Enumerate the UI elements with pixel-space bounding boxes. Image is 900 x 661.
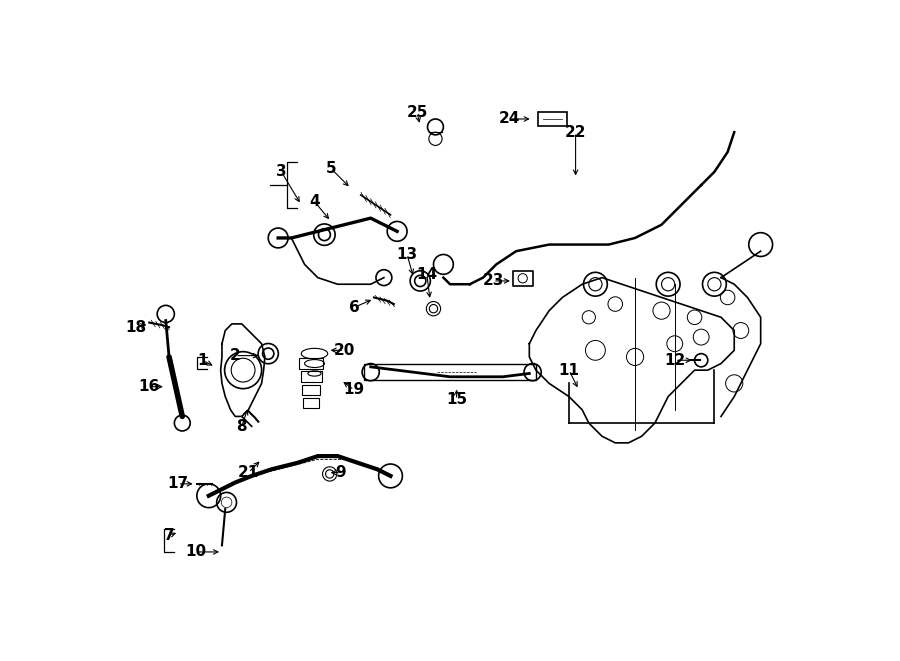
Text: 12: 12 <box>664 353 686 368</box>
Bar <box>513 271 533 286</box>
Text: 11: 11 <box>559 363 580 377</box>
Text: 9: 9 <box>336 465 346 480</box>
Text: 2: 2 <box>230 348 240 363</box>
Text: 6: 6 <box>349 300 359 315</box>
Text: 16: 16 <box>139 379 160 394</box>
Text: 1: 1 <box>197 353 207 368</box>
Bar <box>301 371 322 382</box>
Text: 10: 10 <box>185 545 206 559</box>
Text: 20: 20 <box>334 343 355 358</box>
Bar <box>364 364 536 380</box>
Text: 24: 24 <box>499 112 520 126</box>
Text: 4: 4 <box>310 194 320 209</box>
Text: 15: 15 <box>446 393 467 407</box>
Text: 25: 25 <box>406 105 428 120</box>
Text: 8: 8 <box>237 419 248 434</box>
Text: 22: 22 <box>565 125 586 139</box>
Circle shape <box>221 497 232 508</box>
Text: 13: 13 <box>397 247 418 262</box>
Text: 21: 21 <box>238 465 259 480</box>
Bar <box>302 385 320 395</box>
Text: 5: 5 <box>326 161 337 176</box>
Text: 18: 18 <box>125 320 147 334</box>
Bar <box>300 358 323 369</box>
Text: 14: 14 <box>417 267 437 282</box>
Text: 3: 3 <box>276 165 287 179</box>
Text: 19: 19 <box>344 383 364 397</box>
Text: 23: 23 <box>482 274 504 288</box>
Bar <box>538 112 567 126</box>
Text: 7: 7 <box>164 528 175 543</box>
Bar <box>303 398 320 408</box>
Text: 17: 17 <box>167 477 188 491</box>
